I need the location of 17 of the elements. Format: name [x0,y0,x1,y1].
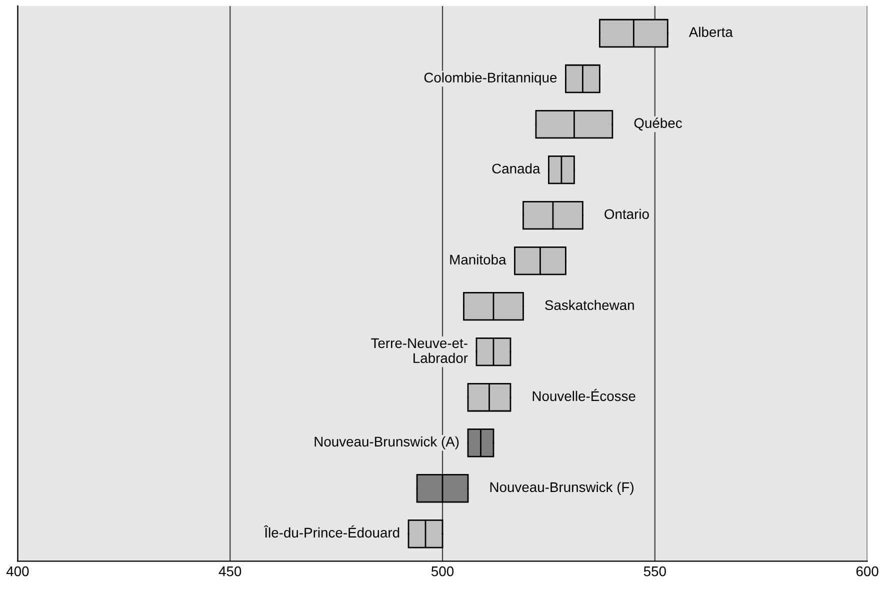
x-tick-label: 600 [856,566,878,576]
x-tick-label: 450 [218,566,242,576]
y-tick-label: Canada [492,163,540,174]
y-tick-label: Île-du-Prince-Édouard [264,525,400,538]
y-tick-label: Québec [634,118,682,131]
y-tick-label: Terre-Neuve-et- Labrador [371,338,468,364]
x-tick-label: 400 [6,566,29,576]
x-tick-label: 550 [644,566,666,576]
y-tick-label: Ontario [604,208,649,220]
y-tick-label: Nouveau-Brunswick (A) [314,436,459,450]
y-tick-label: Manitoba [450,254,506,265]
y-tick-label: Nouveau-Brunswick (F) [490,482,634,495]
y-tick-label: Nouvelle-Écosse [532,388,636,402]
y-tick-label: Alberta [688,26,733,38]
y-tick-label: Saskatchewan [545,300,634,310]
y-tick-label: Colombie-Britannique [424,72,557,86]
x-tick-label: 500 [431,566,454,576]
